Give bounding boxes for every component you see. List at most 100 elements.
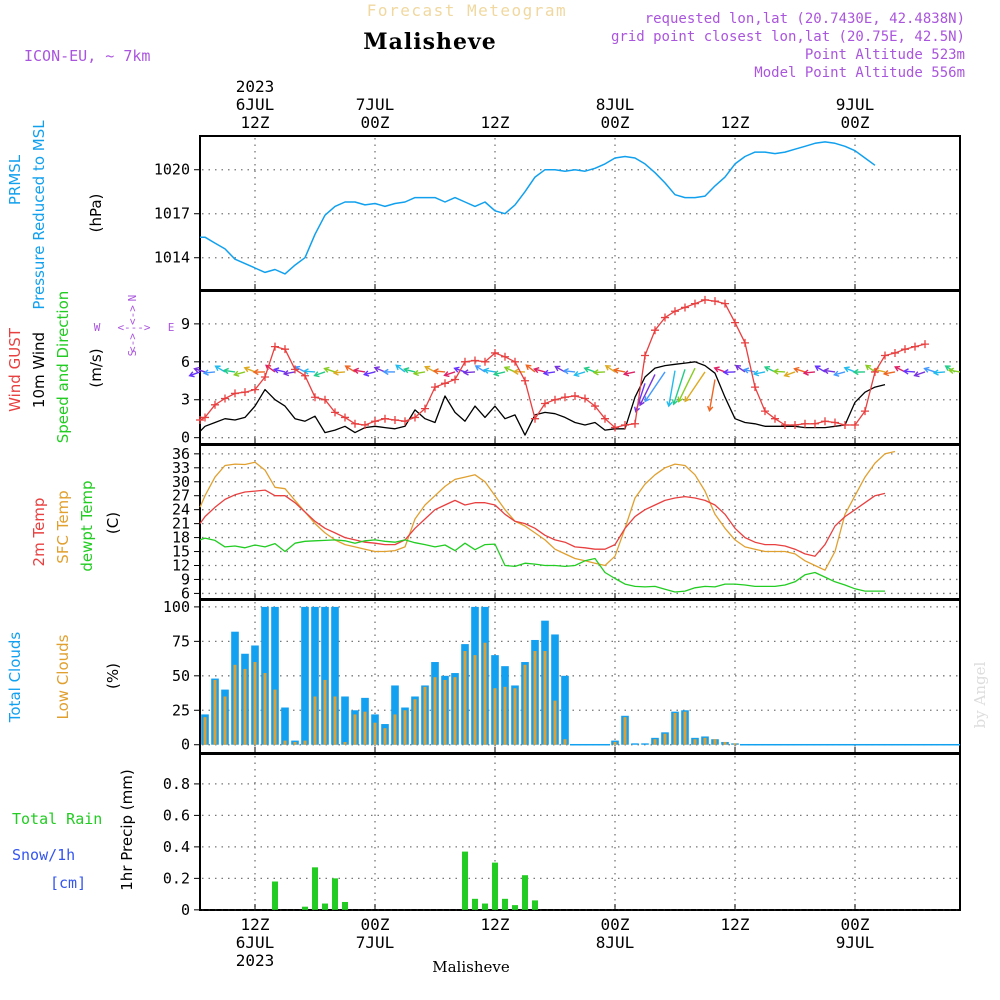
low-cloud-bar: [713, 739, 717, 745]
wind-arrow-head: [677, 396, 684, 403]
wind-arrow-head: [913, 371, 920, 378]
low-cloud-bar: [203, 717, 207, 745]
gust-marker: [281, 345, 289, 354]
gust-marker: [781, 421, 789, 430]
wind-direction-arrow: [605, 365, 616, 373]
wind-direction-arrow: [754, 371, 766, 375]
gust-marker: [731, 318, 739, 327]
wind-direction-arrow: [525, 364, 536, 373]
gust-marker: [241, 388, 249, 397]
low-cloud-bar: [293, 741, 297, 745]
low-cloud-bar: [683, 711, 687, 745]
panels: 1014 1017 1020 PRMSL Pressure Reduced to MSL…: [6, 120, 961, 919]
top-hour-label: 12Z: [241, 113, 270, 132]
gust-marker: [631, 419, 639, 428]
snow-unit-legend: [cm]: [50, 874, 86, 892]
y-tick-label: 0.8: [163, 775, 190, 793]
wind-arrow-head: [583, 366, 590, 373]
wind-direction-arrow: [374, 366, 386, 373]
sfc-temp-label: SFC Temp: [54, 490, 72, 563]
wind-arrow-head: [932, 369, 939, 376]
wind-arrow-head: [802, 369, 809, 376]
gust-marker: [701, 295, 709, 304]
gust-marker: [741, 338, 749, 347]
wind-direction-arrow: [924, 367, 936, 373]
low-cloud-bar: [353, 714, 357, 745]
gust-marker: [811, 419, 819, 428]
wind-arrow-head: [852, 368, 859, 376]
wind-arrow-head: [443, 371, 450, 378]
y-tick-label: 18: [172, 529, 190, 547]
wind-direction-arrow: [303, 370, 316, 373]
wind-direction-arrow: [884, 371, 896, 375]
wind-direction-arrow: [274, 368, 286, 373]
pressure-label-1: PRMSL: [6, 154, 24, 205]
low-cloud-bar: [323, 679, 327, 745]
wind-arrow-head: [644, 396, 651, 403]
gust-marker: [751, 383, 759, 392]
total-cloud-bar: [281, 707, 289, 745]
top-hour-label: 00Z: [841, 113, 870, 132]
wind-direction-arrow: [189, 371, 201, 377]
wind-direction-arrow: [639, 374, 656, 406]
gust-marker: [611, 423, 619, 432]
wind-direction-arrow: [593, 371, 606, 374]
wind-arrow-head: [432, 368, 439, 375]
wind-direction-arrow: [484, 369, 496, 373]
top-year-label: 2023: [236, 77, 275, 96]
y-tick-label: 30: [172, 473, 190, 491]
wind-arrow-head: [923, 366, 930, 373]
gust-marker: [211, 400, 219, 409]
wind-arrow-head: [323, 366, 330, 373]
wind-arrow-head: [707, 405, 714, 412]
low-cloud-bar: [623, 717, 627, 745]
dewpoint-line: [199, 537, 885, 593]
gust-marker: [371, 417, 379, 426]
y-tick-label: 6: [181, 584, 190, 602]
low-cloud-bar: [373, 722, 377, 745]
y-tick-label: 36: [172, 445, 190, 463]
wind-gust-line: [199, 299, 926, 429]
low-cloud-bar: [653, 739, 657, 745]
wind-arrow-head: [783, 371, 790, 378]
gust-marker: [561, 393, 569, 402]
y-tick-label: 50: [172, 667, 190, 685]
wind-arrow-head: [313, 371, 320, 378]
wind-arrow-head: [462, 369, 469, 376]
rain-legend: Total Rain: [12, 810, 102, 828]
wind-arrow-head: [214, 365, 221, 372]
low-cloud-bar: [343, 741, 347, 745]
wind-arrow-head: [233, 370, 240, 377]
gust-marker: [621, 421, 629, 430]
gust-marker: [231, 389, 239, 398]
bottom-hour-label: 00Z: [841, 915, 870, 934]
wind-direction-arrow: [203, 371, 216, 374]
gust-marker: [301, 371, 309, 380]
wind-direction-arrow: [824, 369, 836, 373]
gust-marker: [271, 342, 279, 351]
gust-label: Wind GUST: [6, 327, 24, 412]
top-hour-label: 12Z: [721, 113, 750, 132]
gust-marker: [911, 342, 919, 351]
wind-arrow-head: [302, 368, 309, 375]
gust-marker: [881, 351, 889, 360]
wind-arrow-head: [424, 365, 431, 372]
gust-marker: [391, 415, 399, 424]
gust-marker: [221, 394, 229, 403]
gust-marker: [671, 307, 679, 316]
wind-direction-arrow: [354, 369, 366, 373]
wind-arrow-head: [344, 365, 351, 371]
y-tick-label: 0.6: [163, 806, 190, 824]
y-tick-label: 6: [181, 353, 190, 371]
wind-direction-arrow: [933, 371, 946, 374]
bottom-hour-label: 12Z: [481, 915, 510, 934]
gust-marker: [641, 351, 649, 360]
gust-marker: [441, 379, 449, 388]
gust-marker: [831, 418, 839, 427]
snow-legend: Snow/1h: [12, 846, 75, 864]
dewpt-label: dewpt Temp: [78, 480, 96, 571]
wind-label: 10m Wind: [30, 332, 48, 408]
wind-speed-line: [199, 361, 886, 436]
wind-arrow-head: [822, 367, 829, 375]
